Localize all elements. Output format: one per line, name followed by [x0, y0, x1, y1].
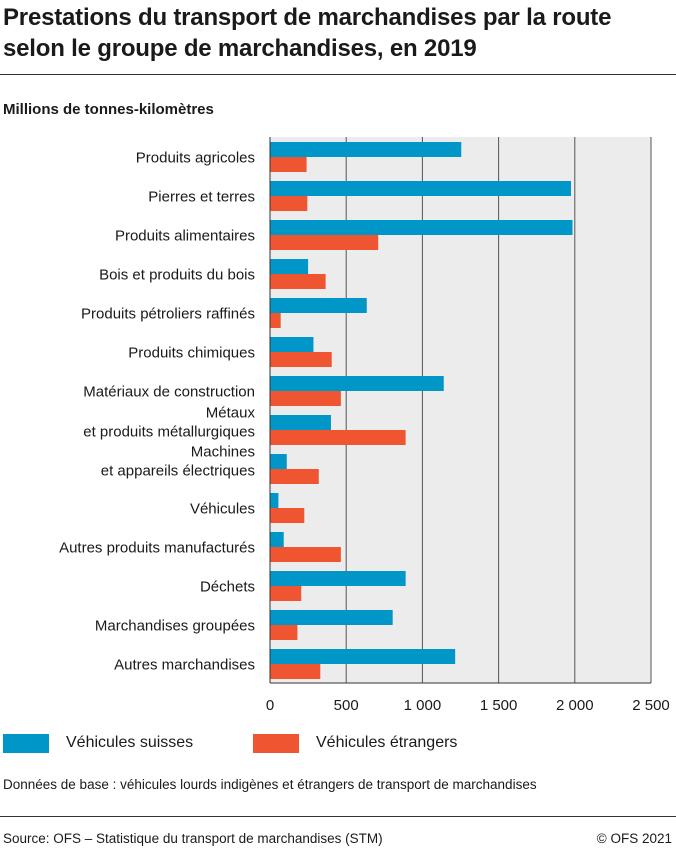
- plot-area: [270, 137, 651, 683]
- bar-etrangers: [270, 586, 302, 601]
- bar-etrangers: [270, 469, 319, 484]
- bar-etrangers: [270, 196, 308, 211]
- category-label: Produits chimiques: [128, 345, 255, 362]
- bar-etrangers: [270, 547, 341, 562]
- bar-suisses: [270, 532, 284, 547]
- bar-etrangers: [270, 391, 341, 406]
- bar-suisses: [270, 454, 287, 469]
- category-label: Autres marchandises: [114, 657, 255, 674]
- bar-suisses: [270, 220, 573, 235]
- category-label: Déchets: [200, 579, 255, 596]
- bar-suisses: [270, 571, 406, 586]
- x-tick-label: 1 000: [404, 697, 442, 714]
- category-label: et appareils électriques: [101, 463, 255, 480]
- bar-suisses: [270, 142, 462, 157]
- copyright-text: © OFS 2021: [596, 831, 672, 846]
- legend-swatch-etrangers: [253, 733, 299, 753]
- legend-label-suisses: Véhicules suisses: [66, 734, 194, 751]
- x-tick-label: 500: [334, 697, 359, 714]
- category-label: et produits métallurgiques: [83, 424, 255, 441]
- bar-suisses: [270, 298, 367, 313]
- bar-etrangers: [270, 430, 406, 445]
- title-rule: [0, 74, 676, 75]
- x-tick-label: 2 000: [556, 697, 594, 714]
- category-label: Pierres et terres: [148, 189, 255, 206]
- legend-item-etrangers: Véhicules étrangers: [253, 731, 457, 755]
- legend-label-etrangers: Véhicules étrangers: [316, 734, 458, 751]
- source-text: Source: OFS – Statistique du transport d…: [3, 831, 383, 846]
- x-tick-label: 1 500: [480, 697, 518, 714]
- category-label: Produits pétroliers raffinés: [81, 306, 255, 323]
- bar-etrangers: [270, 313, 281, 328]
- bar-chart: 0 500 1 000 1 500 2 000 2 500 Produits agricol…: [59, 137, 670, 714]
- bar-etrangers: [270, 508, 305, 523]
- category-label: Machines: [191, 444, 255, 461]
- bar-etrangers: [270, 235, 379, 250]
- category-label: Produits agricoles: [136, 150, 255, 167]
- bar-suisses: [270, 337, 314, 352]
- bar-suisses: [270, 259, 309, 274]
- chart-title: Prestations du transport de marchandises…: [3, 4, 612, 62]
- legend-swatch-suisses: [3, 733, 49, 753]
- unit-label: Millions de tonnes-kilomètres: [3, 101, 214, 118]
- bar-etrangers: [270, 157, 307, 172]
- category-label: Marchandises groupées: [95, 618, 255, 635]
- bar-etrangers: [270, 274, 326, 289]
- footer-rule: [0, 816, 676, 817]
- x-tick-label: 0: [266, 697, 274, 714]
- bar-suisses: [270, 610, 393, 625]
- bar-suisses: [270, 649, 456, 664]
- bar-etrangers: [270, 352, 332, 367]
- category-label: Métaux: [206, 405, 256, 422]
- bar-suisses: [270, 181, 571, 196]
- bar-suisses: [270, 376, 444, 391]
- category-label: Véhicules: [190, 501, 255, 518]
- bar-suisses: [270, 493, 279, 508]
- category-label: Produits alimentaires: [115, 228, 255, 245]
- bar-suisses: [270, 415, 331, 430]
- data-note: Données de base : véhicules lourds indig…: [3, 777, 537, 792]
- category-label: Matériaux de construction: [83, 384, 255, 401]
- x-tick-label: 2 500: [632, 697, 670, 714]
- bar-etrangers: [270, 625, 298, 640]
- legend-item-suisses: Véhicules suisses: [3, 731, 193, 755]
- category-label: Autres produits manufacturés: [59, 540, 255, 557]
- bar-etrangers: [270, 664, 321, 679]
- category-label: Bois et produits du bois: [99, 267, 255, 284]
